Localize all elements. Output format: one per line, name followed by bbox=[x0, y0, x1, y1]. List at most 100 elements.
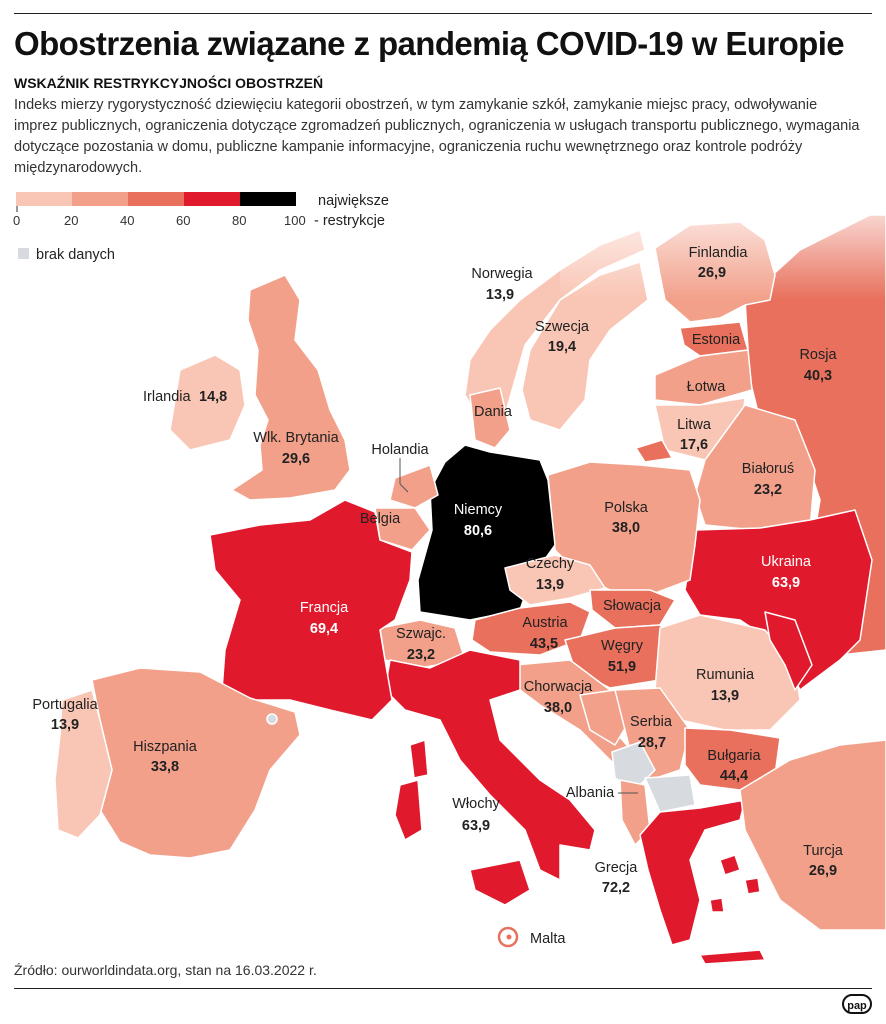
value-polska: 38,0 bbox=[612, 520, 640, 536]
malta-marker bbox=[497, 926, 519, 948]
value-hiszpania: 33,8 bbox=[151, 759, 179, 775]
portugal-shape bbox=[54, 689, 113, 839]
legend-tick-60: 60 bbox=[176, 213, 190, 228]
page-title: Obostrzenia związane z pandemią COVID-19… bbox=[14, 25, 845, 62]
label-szwecja: Szwecja bbox=[535, 319, 590, 335]
greek-islands-shape bbox=[709, 854, 761, 913]
value-norwegia: 13,9 bbox=[486, 287, 514, 303]
label-litwa: Litwa bbox=[677, 417, 712, 433]
value-rosja: 40,3 bbox=[804, 368, 832, 384]
bottom-rule bbox=[14, 988, 872, 989]
label-bulgaria: Bułgaria bbox=[707, 748, 761, 764]
france-shape bbox=[209, 499, 413, 721]
legend-swatch-40-60 bbox=[128, 192, 184, 206]
label-finlandia: Finlandia bbox=[689, 245, 749, 261]
label-czechy: Czechy bbox=[526, 556, 575, 572]
italy-shape bbox=[384, 649, 596, 881]
value-wegry: 51,9 bbox=[608, 659, 636, 675]
label-niemcy: Niemcy bbox=[454, 502, 503, 518]
legend-label-top: największe bbox=[318, 193, 389, 209]
label-bialorus: Białoruś bbox=[742, 461, 794, 477]
label-wegry: Węgry bbox=[601, 638, 644, 654]
ireland-shape bbox=[169, 354, 246, 451]
legend-swatch-20-40 bbox=[72, 192, 128, 206]
legend-tick-100: 100 bbox=[284, 213, 306, 228]
north-macedonia-shape bbox=[644, 774, 696, 813]
legend: 0 20 40 60 80 100 największe - restrykcj… bbox=[13, 192, 389, 263]
greece-shape bbox=[639, 799, 746, 946]
value-francja: 69,4 bbox=[310, 621, 338, 637]
description: Indeks mierzy rygorystyczność dziewięciu… bbox=[14, 97, 860, 176]
corsica-shape bbox=[409, 739, 429, 779]
value-portugalia: 13,9 bbox=[51, 717, 79, 733]
legend-tick-80: 80 bbox=[232, 213, 246, 228]
legend-swatch-0-20 bbox=[16, 192, 72, 206]
sicily-shape bbox=[469, 859, 531, 906]
label-malta: Malta bbox=[530, 931, 566, 947]
netherlands-shape bbox=[389, 464, 439, 509]
label-francja: Francja bbox=[300, 600, 349, 616]
country-labels: Finlandia 26,9 Norwegia 13,9 Szwecja 19,… bbox=[32, 245, 843, 947]
legend-tick-40: 40 bbox=[120, 213, 134, 228]
denmark-shape bbox=[469, 387, 511, 449]
top-rule bbox=[14, 13, 872, 14]
label-portugalia: Portugalia bbox=[32, 697, 98, 713]
label-belgia: Belgia bbox=[360, 511, 401, 527]
label-serbia: Serbia bbox=[630, 714, 673, 730]
value-bialorus: 23,2 bbox=[754, 482, 782, 498]
kaliningrad-shape bbox=[635, 439, 673, 463]
no-data-label: brak danych bbox=[36, 247, 115, 263]
uk-shape bbox=[231, 274, 351, 501]
label-hiszpania: Hiszpania bbox=[133, 739, 198, 755]
label-wlochy: Włochy bbox=[452, 796, 500, 812]
legend-tick-20: 20 bbox=[64, 213, 78, 228]
leader-lines bbox=[399, 458, 638, 794]
map-fade bbox=[560, 180, 886, 300]
value-ukraina: 63,9 bbox=[772, 575, 800, 591]
label-chorwacja: Chorwacja bbox=[524, 679, 593, 695]
source-note: Źródło: ourworldindata.org, stan na 16.0… bbox=[14, 962, 317, 978]
value-austria: 43,5 bbox=[530, 636, 558, 652]
label-turcja: Turcja bbox=[803, 843, 844, 859]
label-rumunia: Rumunia bbox=[696, 667, 755, 683]
label-polska: Polska bbox=[604, 500, 648, 516]
label-grecja: Grecja bbox=[595, 860, 639, 876]
label-ukraina: Ukraina bbox=[761, 554, 812, 570]
legend-swatch-60-80 bbox=[184, 192, 240, 206]
value-turcja: 26,9 bbox=[809, 863, 837, 879]
value-wlk-brytania: 29,6 bbox=[282, 451, 310, 467]
page-subtitle: WSKAŹNIK RESTRYKCYJNOŚCI OBOSTRZEŃ bbox=[14, 75, 324, 91]
value-chorwacja: 38,0 bbox=[544, 700, 572, 716]
label-rosja: Rosja bbox=[799, 347, 837, 363]
legend-swatch-80-100 bbox=[240, 192, 296, 206]
malta-dot bbox=[506, 934, 512, 940]
value-rumunia: 13,9 bbox=[711, 688, 739, 704]
value-szwecja: 19,4 bbox=[548, 339, 576, 355]
label-estonia: Estonia bbox=[692, 332, 741, 348]
label-irlandia: Irlandia bbox=[143, 389, 191, 405]
pap-logo: pap bbox=[842, 994, 872, 1014]
label-dania: Dania bbox=[474, 404, 513, 420]
value-finlandia: 26,9 bbox=[698, 265, 726, 281]
label-austria: Austria bbox=[522, 615, 568, 631]
label-slowacja: Słowacja bbox=[603, 598, 662, 614]
value-wlochy: 63,9 bbox=[462, 818, 490, 834]
label-holandia: Holandia bbox=[371, 442, 429, 458]
legend-tick-0: 0 bbox=[13, 213, 20, 228]
value-grecja: 72,2 bbox=[602, 880, 630, 896]
value-irlandia: 14,8 bbox=[199, 389, 227, 405]
label-wlk-brytania: Wlk. Brytania bbox=[253, 430, 339, 446]
latvia-shape bbox=[654, 349, 753, 406]
label-szwajc: Szwajc. bbox=[396, 626, 446, 642]
label-albania: Albania bbox=[566, 785, 615, 801]
value-niemcy: 80,6 bbox=[464, 523, 492, 539]
sardinia-shape bbox=[394, 779, 423, 841]
value-litwa: 17,6 bbox=[680, 437, 708, 453]
bosnia-shape bbox=[579, 689, 631, 746]
legend-label-bottom: - restrykcje bbox=[314, 213, 385, 229]
value-szwajc: 23,2 bbox=[407, 647, 435, 663]
czechia-shape bbox=[504, 554, 606, 606]
label-lotwa: Łotwa bbox=[687, 379, 727, 395]
country-shapes bbox=[54, 214, 886, 965]
label-norwegia: Norwegia bbox=[471, 266, 533, 282]
